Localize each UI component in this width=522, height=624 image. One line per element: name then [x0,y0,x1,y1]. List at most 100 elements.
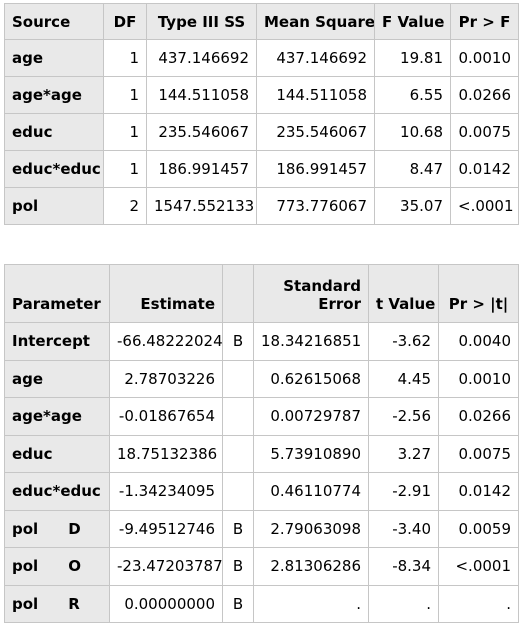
estimate-cell: -1.34234095 [109,472,223,511]
p-cell: 0.0059 [438,509,519,548]
se-cell: 18.34216851 [253,322,369,361]
t-cell: 4.45 [368,359,439,398]
table-row: pol O -23.47203787 B 2.81306286 -8.34 <.0… [4,547,519,586]
estimate-cell: -0.01867654 [109,397,223,436]
table-row: pol R 0.00000000 B . . . [4,584,519,623]
table-row: Intercept -66.48222024 B 18.34216851 -3.… [4,322,519,361]
col-header-pr-t: Pr > |t| [438,264,519,323]
f-cell: 10.68 [374,113,451,151]
parameter-estimates-table: Parameter Estimate Standard Error t Valu… [4,264,519,623]
table-row: educ*educ 1 186.991457 186.991457 8.47 0… [4,150,519,188]
t-cell: -2.91 [368,472,439,511]
parameter-name: age*age [12,407,82,426]
standard-error-line2: Error [318,295,361,313]
p-cell: 0.0010 [450,39,519,77]
df-cell: 2 [103,187,147,225]
ms-cell: 144.511058 [256,76,375,114]
flag-cell: B [222,584,254,623]
parameter-cell: pol O [4,547,110,586]
df-cell: 1 [103,113,147,151]
col-header-flag [222,264,254,323]
ms-cell: 773.776067 [256,187,375,225]
ms-cell: 235.546067 [256,113,375,151]
parameter-cell: Intercept [4,322,110,361]
se-cell: 0.00729787 [253,397,369,436]
flag-cell [222,359,254,398]
anova-table: Source DF Type III SS Mean Square F Valu… [4,3,519,225]
t-cell: -2.56 [368,397,439,436]
parameter-cell: educ*educ [4,472,110,511]
table-row: educ 18.75132386 5.73910890 3.27 0.0075 [4,434,519,473]
table-row: pol 2 1547.552133 773.776067 35.07 <.000… [4,187,519,225]
se-cell: 2.81306286 [253,547,369,586]
parameter-name: age [12,369,44,388]
col-header-df: DF [103,3,147,40]
flag-cell [222,397,254,436]
se-cell: 0.62615068 [253,359,369,398]
df-cell: 1 [103,39,147,77]
parameter-level: R [68,594,80,613]
parameter-name: Intercept [12,332,90,351]
flag-cell: B [222,322,254,361]
ss-cell: 144.511058 [146,76,257,114]
parameter-cell: age*age [4,397,110,436]
flag-cell: B [222,509,254,548]
table-row: age*age -0.01867654 0.00729787 -2.56 0.0… [4,397,519,436]
col-header-estimate: Estimate [109,264,223,323]
parameter-cell: age [4,359,110,398]
col-header-standard-error: Standard Error [253,264,369,323]
p-cell: 0.0142 [450,150,519,188]
table-row: age 2.78703226 0.62615068 4.45 0.0010 [4,359,519,398]
p-cell: 0.0010 [438,359,519,398]
estimate-cell: 0.00000000 [109,584,223,623]
p-cell: 0.0075 [438,434,519,473]
ms-cell: 437.146692 [256,39,375,77]
t-cell: 3.27 [368,434,439,473]
p-cell: <.0001 [438,547,519,586]
t-cell: -8.34 [368,547,439,586]
source-cell: age*age [4,76,104,114]
parameter-name: pol [12,594,39,613]
table-row: age*age 1 144.511058 144.511058 6.55 0.0… [4,76,519,114]
f-cell: 35.07 [374,187,451,225]
se-cell: . [253,584,369,623]
f-cell: 6.55 [374,76,451,114]
parameter-level: O [68,557,81,576]
parameter-cell: pol R [4,584,110,623]
estimate-cell: -9.49512746 [109,509,223,548]
ss-cell: 1547.552133 [146,187,257,225]
estimate-cell: -66.48222024 [109,322,223,361]
table-row: educ 1 235.546067 235.546067 10.68 0.007… [4,113,519,151]
t-cell: -3.40 [368,509,439,548]
p-cell: 0.0142 [438,472,519,511]
parameter-cell: educ [4,434,110,473]
parameter-name: pol [12,519,39,538]
f-cell: 19.81 [374,39,451,77]
parameter-cell: pol D [4,509,110,548]
estimate-cell: 2.78703226 [109,359,223,398]
estimates-header-row: Parameter Estimate Standard Error t Valu… [4,264,519,323]
ms-cell: 186.991457 [256,150,375,188]
parameter-level: D [68,519,81,538]
table-row: pol D -9.49512746 B 2.79063098 -3.40 0.00… [4,509,519,548]
estimate-cell: 18.75132386 [109,434,223,473]
parameter-name: pol [12,557,39,576]
p-cell: 0.0075 [450,113,519,151]
se-cell: 0.46110774 [253,472,369,511]
t-cell: -3.62 [368,322,439,361]
ss-cell: 186.991457 [146,150,257,188]
ss-cell: 437.146692 [146,39,257,77]
parameter-name: educ*educ [12,482,101,501]
p-cell: 0.0266 [438,397,519,436]
flag-cell: B [222,547,254,586]
df-cell: 1 [103,76,147,114]
col-header-parameter: Parameter [4,264,110,323]
col-header-mean-square: Mean Square [256,3,375,40]
flag-cell [222,472,254,511]
anova-header-row: Source DF Type III SS Mean Square F Valu… [4,3,519,40]
estimate-cell: -23.47203787 [109,547,223,586]
t-cell: . [368,584,439,623]
table-row: age 1 437.146692 437.146692 19.81 0.0010 [4,39,519,77]
source-cell: pol [4,187,104,225]
source-cell: age [4,39,104,77]
